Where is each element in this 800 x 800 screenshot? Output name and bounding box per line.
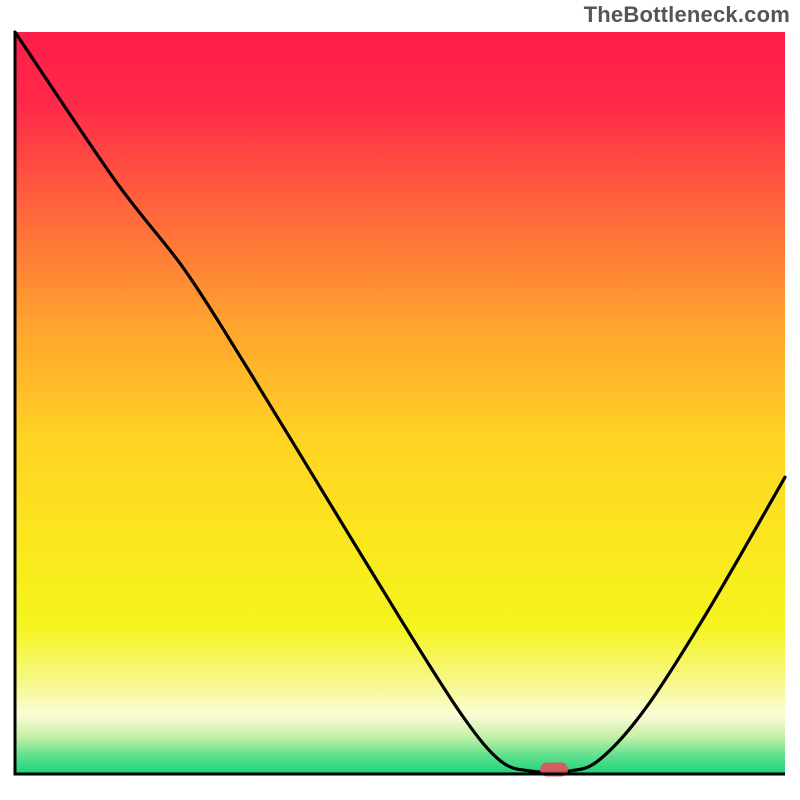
chart-container: TheBottleneck.com (0, 0, 800, 800)
gradient-background (15, 32, 785, 774)
chart-svg (0, 0, 800, 800)
